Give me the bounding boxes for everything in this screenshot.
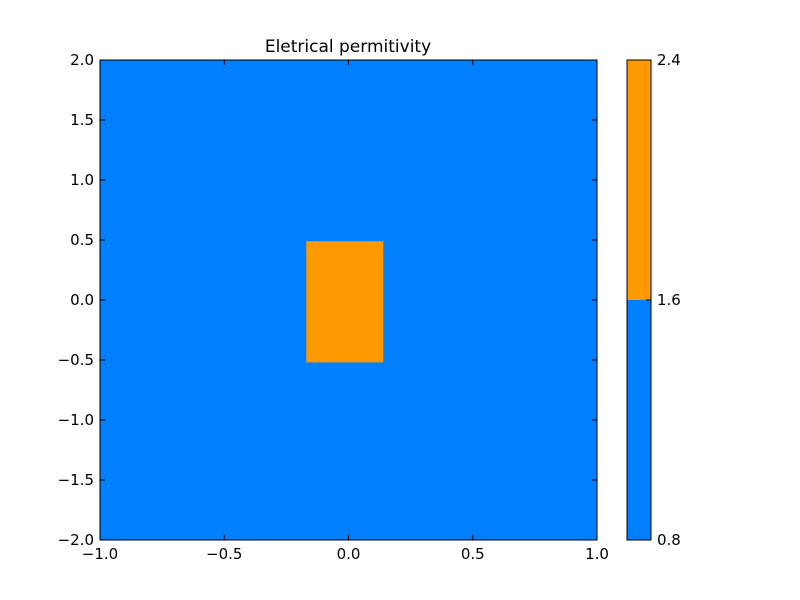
chart-title: Eletrical permitivity: [265, 37, 431, 57]
x-tick-label: 0.5: [461, 545, 485, 563]
plot-frame: [99, 59, 598, 541]
colorbar-tick-label: 0.8: [657, 531, 681, 549]
x-axis: −1.0 −0.5 0.0 0.5 1.0: [82, 60, 609, 563]
y-tick-label: −1.5: [58, 471, 94, 489]
x-tick-label: 1.0: [585, 545, 609, 563]
colorbar-band-1: [627, 60, 651, 300]
colorbar-ticks: 0.8 1.6 2.4: [646, 51, 681, 549]
colorbar-bands: [627, 60, 651, 540]
x-tick-label: −1.0: [82, 545, 118, 563]
y-tick-label: 2.0: [70, 51, 94, 69]
x-tick-label: −0.5: [206, 545, 242, 563]
y-tick-label: 0.5: [70, 231, 94, 249]
y-tick-label: −0.5: [58, 351, 94, 369]
colorbar-tick-label: 1.6: [657, 291, 681, 309]
x-tick-label: 0.0: [337, 545, 361, 563]
colorbar-tick-label: 2.4: [657, 51, 681, 69]
y-tick-label: −1.0: [58, 411, 94, 429]
colorbar-band-0: [627, 300, 651, 540]
colorbar-frame: [626, 59, 652, 541]
y-tick-label: −2.0: [58, 531, 94, 549]
regions-layer: [306, 241, 384, 363]
plot-area: −1.0 −0.5 0.0 0.5 1.0 2.01.51.00.50.0−0.5−1.…: [58, 51, 609, 563]
y-tick-label: 0.0: [70, 291, 94, 309]
region-0: [306, 241, 384, 363]
colorbar: 0.8 1.6 2.4: [626, 51, 681, 549]
y-tick-label: 1.0: [70, 171, 94, 189]
y-tick-label: 1.5: [70, 111, 94, 129]
